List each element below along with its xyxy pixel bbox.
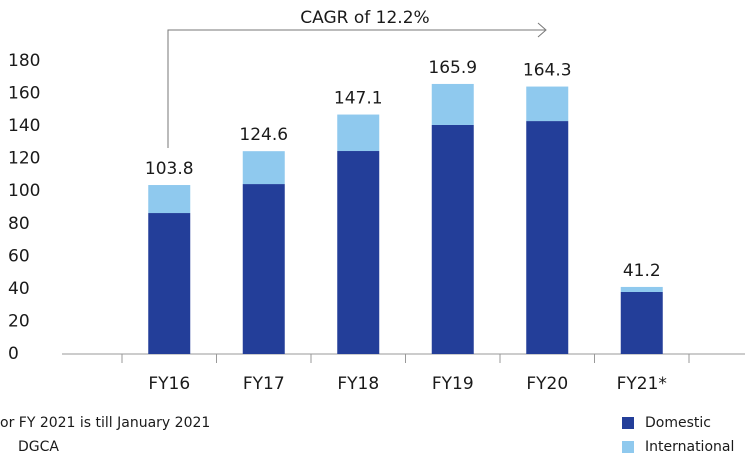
x-tick-label: FY19 (432, 374, 474, 394)
cagr-bracket (167, 29, 545, 148)
legend-swatch (622, 441, 634, 453)
y-tick-label: 0 (8, 344, 19, 364)
total-label: 164.3 (523, 61, 572, 81)
footnote: or FY 2021 is till January 2021 (0, 415, 210, 431)
bar-segment (242, 151, 285, 185)
y-tick-label: 120 (8, 149, 40, 169)
bar-segment (620, 286, 663, 292)
total-label: 41.2 (623, 261, 661, 281)
x-tick-label: FY21* (617, 374, 667, 394)
y-tick-label: 180 (8, 51, 40, 71)
bar-segment (526, 86, 569, 122)
y-tick-label: 20 (8, 311, 30, 331)
x-tick-label: FY16 (148, 374, 190, 394)
total-label: 103.8 (145, 159, 194, 179)
legend-label: International (645, 439, 734, 455)
x-tick-label: FY20 (526, 374, 568, 394)
y-tick-label: 160 (8, 84, 40, 104)
bar-segment (148, 213, 191, 354)
legend-swatch (622, 417, 634, 429)
x-tick-label: FY17 (243, 374, 285, 394)
bar-segment (620, 291, 663, 354)
legend-label: Domestic (645, 415, 711, 431)
bar-segment (242, 184, 285, 354)
y-tick-label: 80 (8, 214, 30, 234)
x-tick-label: FY18 (337, 374, 379, 394)
bar-segment (526, 121, 569, 354)
bar-segment (337, 151, 380, 354)
total-label: 124.6 (239, 125, 288, 145)
y-tick-label: 100 (8, 181, 40, 201)
y-tick-label: 60 (8, 246, 30, 266)
bar-segment (431, 124, 474, 354)
y-tick-label: 140 (8, 116, 40, 136)
cagr-annotation: CAGR of 12.2% (300, 8, 429, 28)
total-label: 147.1 (334, 89, 383, 109)
bar-segment (337, 114, 380, 152)
bar-segment (148, 185, 191, 214)
cagr-arrowhead (537, 22, 547, 38)
footnote: DGCA (18, 439, 59, 455)
total-label: 165.9 (428, 58, 477, 78)
bar-segment (431, 83, 474, 125)
y-tick-label: 40 (8, 279, 30, 299)
